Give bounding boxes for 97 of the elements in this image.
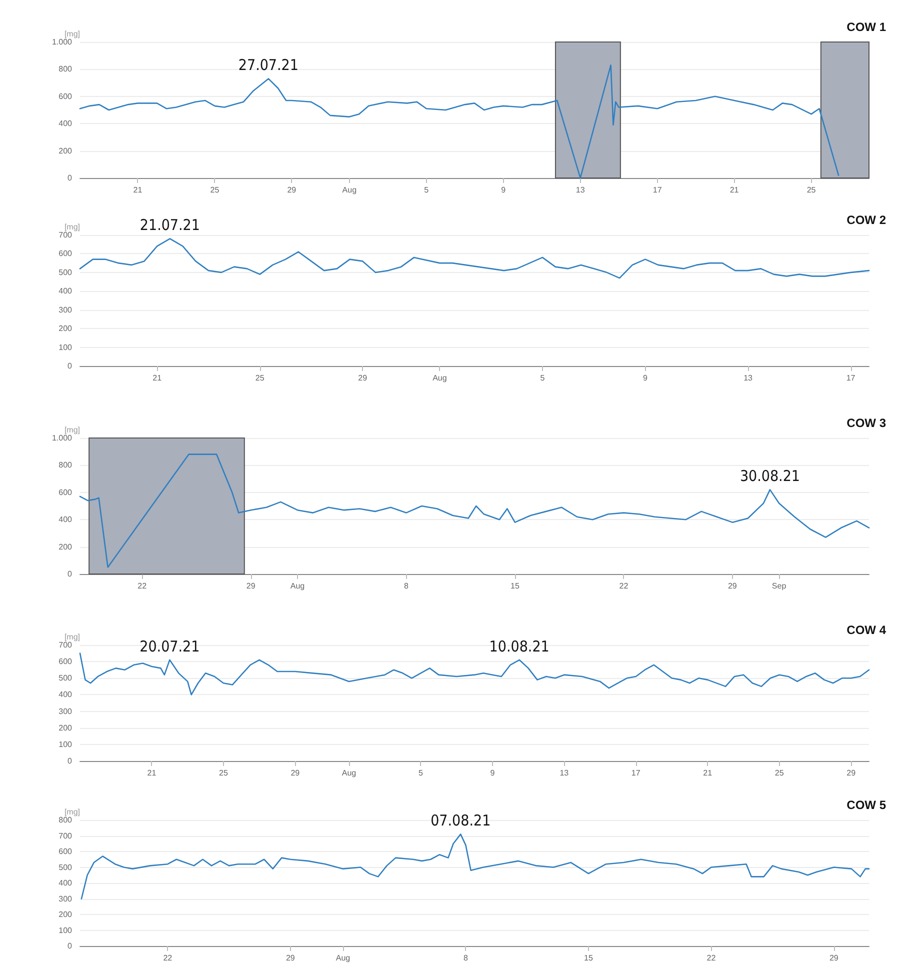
x-tick-label: 17	[652, 186, 662, 194]
x-tick-label: 17	[631, 768, 641, 778]
annotation: 21.07.21	[140, 216, 200, 234]
y-tick-label: 200	[58, 542, 73, 552]
y-tick-label: 100	[58, 740, 73, 749]
x-tick-label: 17	[846, 374, 856, 382]
x-tick-label: 22	[706, 954, 716, 962]
x-tick-label: Aug	[290, 582, 305, 590]
y-tick-label: 600	[58, 92, 73, 101]
y-tick-label: 100	[58, 342, 73, 352]
x-tick-label: 13	[560, 768, 570, 778]
y-tick-label: 500	[58, 674, 73, 683]
y-tick-label: 400	[58, 690, 73, 700]
y-tick-label: 400	[58, 878, 73, 888]
x-tick-label: 29	[246, 582, 256, 590]
y-axis-title: [mg]	[64, 222, 80, 232]
y-tick-label: 500	[58, 862, 73, 872]
y-tick-label: 600	[58, 249, 73, 258]
chart-title: COW 2	[846, 213, 886, 227]
y-tick-label: 300	[58, 706, 73, 716]
y-axis-title: [mg]	[64, 808, 80, 816]
chart-title: COW 1	[846, 20, 886, 34]
x-tick-label: Aug	[432, 374, 447, 382]
y-tick-label: 700	[58, 831, 73, 840]
x-tick-label: Aug	[342, 768, 356, 778]
x-tick-label: 22	[619, 582, 629, 590]
y-tick-label: 500	[58, 268, 73, 277]
y-tick-label: 700	[58, 640, 73, 650]
x-tick-label: 29	[728, 582, 738, 590]
x-tick-label: 29	[286, 954, 296, 962]
y-tick-label: 200	[58, 723, 73, 732]
annotation: 20.07.21	[140, 637, 200, 656]
chart-title: COW 4	[846, 623, 886, 637]
x-tick-label: 29	[829, 954, 839, 962]
x-tick-label: Aug	[336, 954, 350, 962]
x-tick-label: 21	[133, 186, 143, 194]
x-tick-label: Sep	[772, 582, 787, 590]
annotation: 10.08.21	[489, 637, 550, 656]
x-tick-label: 13	[576, 186, 586, 194]
annotation: 07.08.21	[430, 812, 491, 830]
y-tick-label: 1.000	[52, 434, 73, 442]
y-tick-label: 200	[58, 146, 73, 156]
x-tick-label: 25	[806, 186, 816, 194]
x-tick-label: 5	[540, 374, 546, 382]
x-tick-label: 15	[510, 582, 520, 590]
x-tick-label: 13	[744, 374, 754, 382]
chart-title: COW 3	[846, 416, 886, 430]
x-tick-label: 29	[358, 374, 368, 382]
y-tick-label: 600	[58, 657, 73, 666]
y-tick-label: 1.000	[52, 38, 73, 46]
y-tick-label: 800	[58, 460, 73, 470]
x-tick-label: 5	[424, 186, 430, 194]
x-tick-label: 29	[846, 768, 856, 778]
x-tick-label: 25	[219, 768, 228, 778]
y-tick-label: 0	[68, 756, 73, 766]
x-tick-label: 5	[418, 768, 424, 778]
y-tick-label: 600	[58, 488, 73, 497]
chart-title: COW 5	[846, 798, 886, 812]
annotation: 27.07.21	[238, 56, 298, 74]
x-tick-label: 21	[152, 374, 162, 382]
x-tick-label: 9	[643, 374, 648, 382]
x-tick-label: 9	[490, 768, 496, 778]
y-tick-label: 400	[58, 119, 73, 128]
x-tick-label: 25	[210, 186, 220, 194]
x-tick-label: Aug	[342, 186, 357, 194]
y-tick-label: 100	[58, 926, 73, 935]
y-tick-label: 800	[58, 64, 73, 74]
x-tick-label: 22	[163, 954, 173, 962]
x-tick-label: 22	[138, 582, 148, 590]
y-tick-label: 800	[58, 816, 73, 824]
y-tick-label: 0	[68, 942, 73, 950]
y-tick-label: 300	[58, 894, 73, 904]
y-tick-label: 700	[58, 230, 73, 240]
x-tick-label: 25	[774, 768, 784, 778]
x-tick-label: 21	[703, 768, 713, 778]
x-tick-label: 8	[464, 954, 469, 962]
y-tick-label: 400	[58, 286, 73, 296]
annotation: 30.08.21	[740, 467, 800, 486]
x-tick-label: 15	[584, 954, 594, 962]
x-tick-label: 9	[501, 186, 506, 194]
y-tick-label: 0	[68, 570, 73, 578]
y-tick-label: 400	[58, 515, 73, 524]
y-tick-label: 600	[58, 847, 73, 856]
y-tick-label: 200	[58, 910, 73, 919]
y-tick-label: 0	[68, 362, 73, 370]
y-axis-title: [mg]	[64, 426, 80, 434]
y-tick-label: 200	[58, 324, 73, 334]
y-tick-label: 0	[68, 174, 73, 182]
x-tick-label: 21	[147, 768, 157, 778]
x-tick-label: 29	[287, 186, 297, 194]
x-tick-label: 21	[730, 186, 740, 194]
y-tick-label: 300	[58, 305, 73, 314]
y-axis-title: [mg]	[64, 632, 80, 642]
x-tick-label: 25	[255, 374, 265, 382]
y-axis-title: [mg]	[64, 30, 80, 38]
x-tick-label: 29	[290, 768, 300, 778]
x-tick-label: 8	[404, 582, 409, 590]
